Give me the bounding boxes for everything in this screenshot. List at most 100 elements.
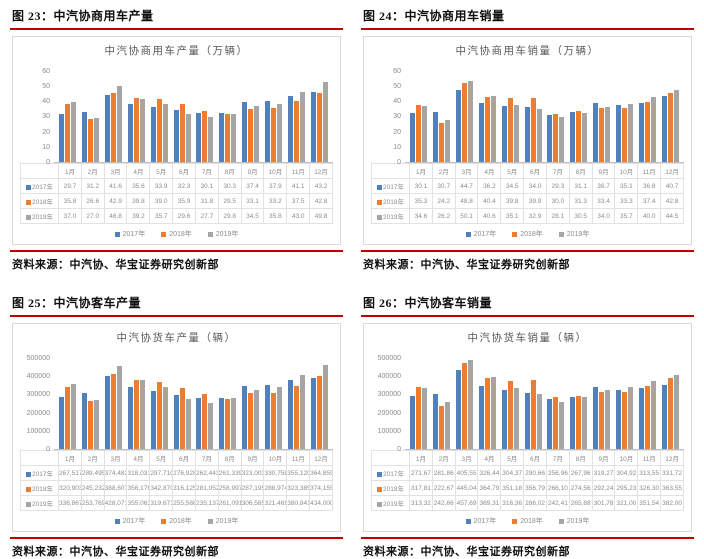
y-tick-label: 10 <box>42 143 50 151</box>
month-header-cell: 7月 <box>545 450 570 466</box>
bar-group-12月 <box>308 65 331 162</box>
series-row-label: 2017年 <box>371 465 410 481</box>
value-cell: 35.8 <box>263 208 288 224</box>
value-cell: 388,607 <box>103 480 128 496</box>
bar-group-12月 <box>659 352 682 449</box>
month-header-cell: 7月 <box>194 450 219 466</box>
bar-2019年-10月 <box>277 386 283 449</box>
month-header-cell: 4月 <box>126 450 151 466</box>
chart-legend: 2017年 2018年 2019年 <box>20 229 333 239</box>
y-tick-label: 30 <box>393 113 401 121</box>
bar-group-8月 <box>567 352 590 449</box>
bar-group-10月 <box>613 352 636 449</box>
legend-key-icon <box>26 184 32 190</box>
legend-key-icon <box>377 214 383 220</box>
bar-2019年-4月 <box>490 96 496 162</box>
value-cell: 313,55 <box>637 465 662 481</box>
bar-2017年-12月 <box>662 96 668 162</box>
bar-group-1月 <box>407 65 430 162</box>
plot: 500000 400000 300000 200000 100000 0 <box>371 352 684 453</box>
bar-2019年-2月 <box>444 119 450 162</box>
value-cell: 304,92 <box>614 465 639 481</box>
y-axis-labels: 500000 400000 300000 200000 100000 0 <box>20 355 54 453</box>
value-cell: 297,710 <box>149 465 174 481</box>
bar-2017年-11月 <box>288 380 294 449</box>
bar-2019年-1月 <box>421 106 427 162</box>
bar-2018年-11月 <box>645 385 651 449</box>
legend-key-icon <box>512 518 518 524</box>
value-cell: 29.3 <box>545 178 570 194</box>
series-row-label: 2018年 <box>20 480 59 496</box>
bar-2019年-5月 <box>513 387 519 449</box>
bar-2018年-10月 <box>622 108 628 162</box>
month-header-cell: 3月 <box>454 163 479 179</box>
plot: 60 50 40 30 20 10 0 <box>20 65 333 166</box>
bar-2019年-10月 <box>628 104 634 162</box>
bar-2017年-3月 <box>455 89 461 162</box>
bar-2019年-10月 <box>628 386 634 449</box>
bar-2019年-11月 <box>651 380 657 449</box>
value-cell: 319,27 <box>591 465 616 481</box>
series-row-label: 2019年 <box>371 495 410 511</box>
bar-2017年-8月 <box>570 397 576 449</box>
month-header-cell: 1月 <box>58 163 82 179</box>
bar-2018年-3月 <box>110 92 116 162</box>
series-row-label: 2019年 <box>371 208 410 224</box>
bar-2019年-4月 <box>139 380 145 449</box>
table-row: 2019年 336,867 253,769 428,071 355,063 319,671… <box>20 495 333 511</box>
legend-key-icon <box>207 231 213 237</box>
month-header-cell: 11月 <box>286 450 311 466</box>
table-row: 2018年 317,81 222,67 445,04 364,79 351,18 356,7… <box>371 480 684 496</box>
y-tick-label: 0 <box>397 158 401 166</box>
bar-group-6月 <box>171 352 194 449</box>
bar-2017年-4月 <box>127 104 133 162</box>
bar-2019年-12月 <box>674 90 680 162</box>
bar-2019年-10月 <box>277 104 283 162</box>
month-header-cell: 1月 <box>409 163 433 179</box>
value-cell: 36.2 <box>477 178 502 194</box>
chart-frame: 中汽协商用车产量（万辆） 60 50 40 30 20 10 0 1月 2月 3月 4月 5月 6月 7… <box>12 36 341 245</box>
bar-2019年-7月 <box>208 403 214 449</box>
value-cell: 35.6 <box>126 178 151 194</box>
legend-item: 2017年 <box>465 229 496 239</box>
bar-2018年-12月 <box>668 378 674 449</box>
bar-2017年-3月 <box>104 94 110 162</box>
value-cell: 42.9 <box>103 193 128 209</box>
bar-2019年-12月 <box>323 81 329 162</box>
chart-frame: 中汽协货车销量（辆） 500000 400000 300000 200000 10000… <box>363 323 692 532</box>
month-header-cell: 11月 <box>637 163 662 179</box>
bar-2018年-8月 <box>576 395 582 449</box>
value-cell: 30.7 <box>431 178 456 194</box>
value-cell: 27.7 <box>194 208 219 224</box>
value-cell: 274,56 <box>568 480 593 496</box>
legend-key-icon <box>558 231 564 237</box>
month-header-cell: 5月 <box>149 450 174 466</box>
value-cell: 267,517 <box>58 465 82 481</box>
bar-2017年-12月 <box>311 92 317 162</box>
value-cell: 321,469 <box>263 495 288 511</box>
value-cell: 242,66 <box>431 495 456 511</box>
value-cell: 364,859 <box>309 465 333 481</box>
bar-2019年-1月 <box>70 383 76 449</box>
plot-area <box>405 65 684 163</box>
legend-key-icon <box>377 501 383 507</box>
value-cell: 288,974 <box>263 480 288 496</box>
bar-2018年-7月 <box>202 110 208 162</box>
figure-panel-23: 图 23：中汽协商用车产量 中汽协商用车产量（万辆） 60 50 40 30 20 10 0… <box>10 5 343 272</box>
y-tick-label: 400000 <box>26 373 50 381</box>
source-rule <box>361 250 694 252</box>
value-cell: 42.8 <box>309 193 333 209</box>
month-header-cell: 7月 <box>545 163 570 179</box>
value-cell: 286,02 <box>523 495 547 511</box>
figure-panel-25: 图 25：中汽协客车产量 中汽协货车产量（辆） 500000 400000 3000… <box>10 292 343 559</box>
bar-2019年-12月 <box>323 364 329 449</box>
bar-2018年-2月 <box>87 401 93 449</box>
value-cell: 31.2 <box>80 178 105 194</box>
legend-key-icon <box>207 518 213 524</box>
month-header-cell: 4月 <box>126 163 151 179</box>
value-cell: 44.7 <box>454 178 479 194</box>
value-cell: 34.0 <box>591 208 616 224</box>
y-tick-label: 20 <box>42 128 50 136</box>
legend-label: 2019年 <box>215 518 239 525</box>
bar-2017年-12月 <box>311 378 317 449</box>
